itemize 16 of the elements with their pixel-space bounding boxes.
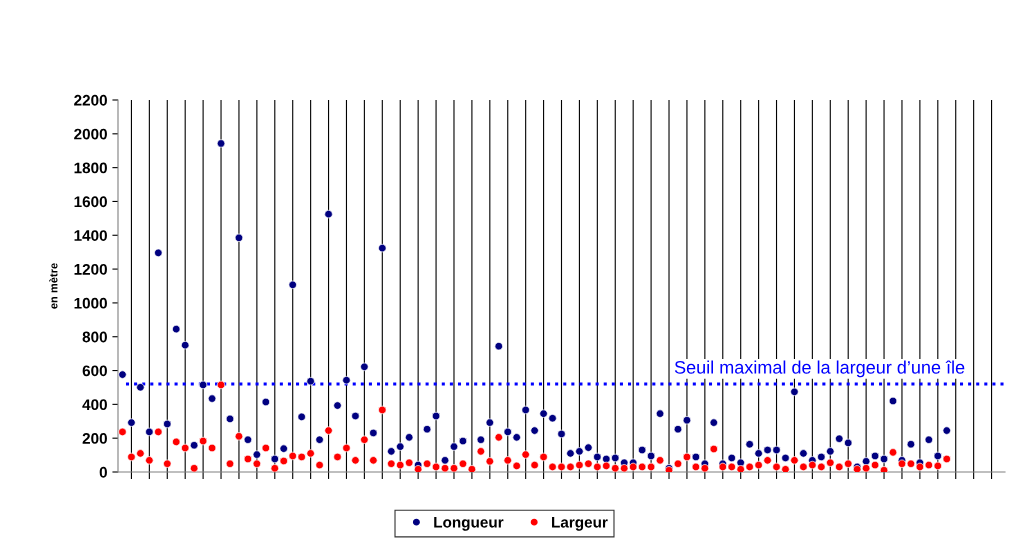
- ref-line-label: Seuil maximal de la largeur d’une île: [674, 360, 965, 378]
- y-tick-label: 1000: [74, 297, 107, 309]
- y-tick-label: 1400: [74, 230, 107, 241]
- y-axis-title: en mètre: [49, 263, 58, 309]
- y-tick-label: 400: [82, 399, 107, 411]
- legend-label: Longueur: [434, 516, 504, 531]
- y-tick-label: 800: [82, 331, 107, 343]
- legend-label: Largeur: [552, 516, 608, 531]
- y-tick-label: 0: [99, 466, 107, 478]
- y-tick-label: 200: [82, 433, 107, 444]
- y-tick-label: 600: [82, 365, 107, 377]
- y-tick-label: 2000: [74, 128, 107, 140]
- y-tick-label: 1200: [74, 263, 107, 275]
- y-tick-label: 1800: [74, 162, 107, 174]
- y-tick-label: 1600: [74, 196, 107, 208]
- y-tick-label: 2200: [74, 94, 107, 106]
